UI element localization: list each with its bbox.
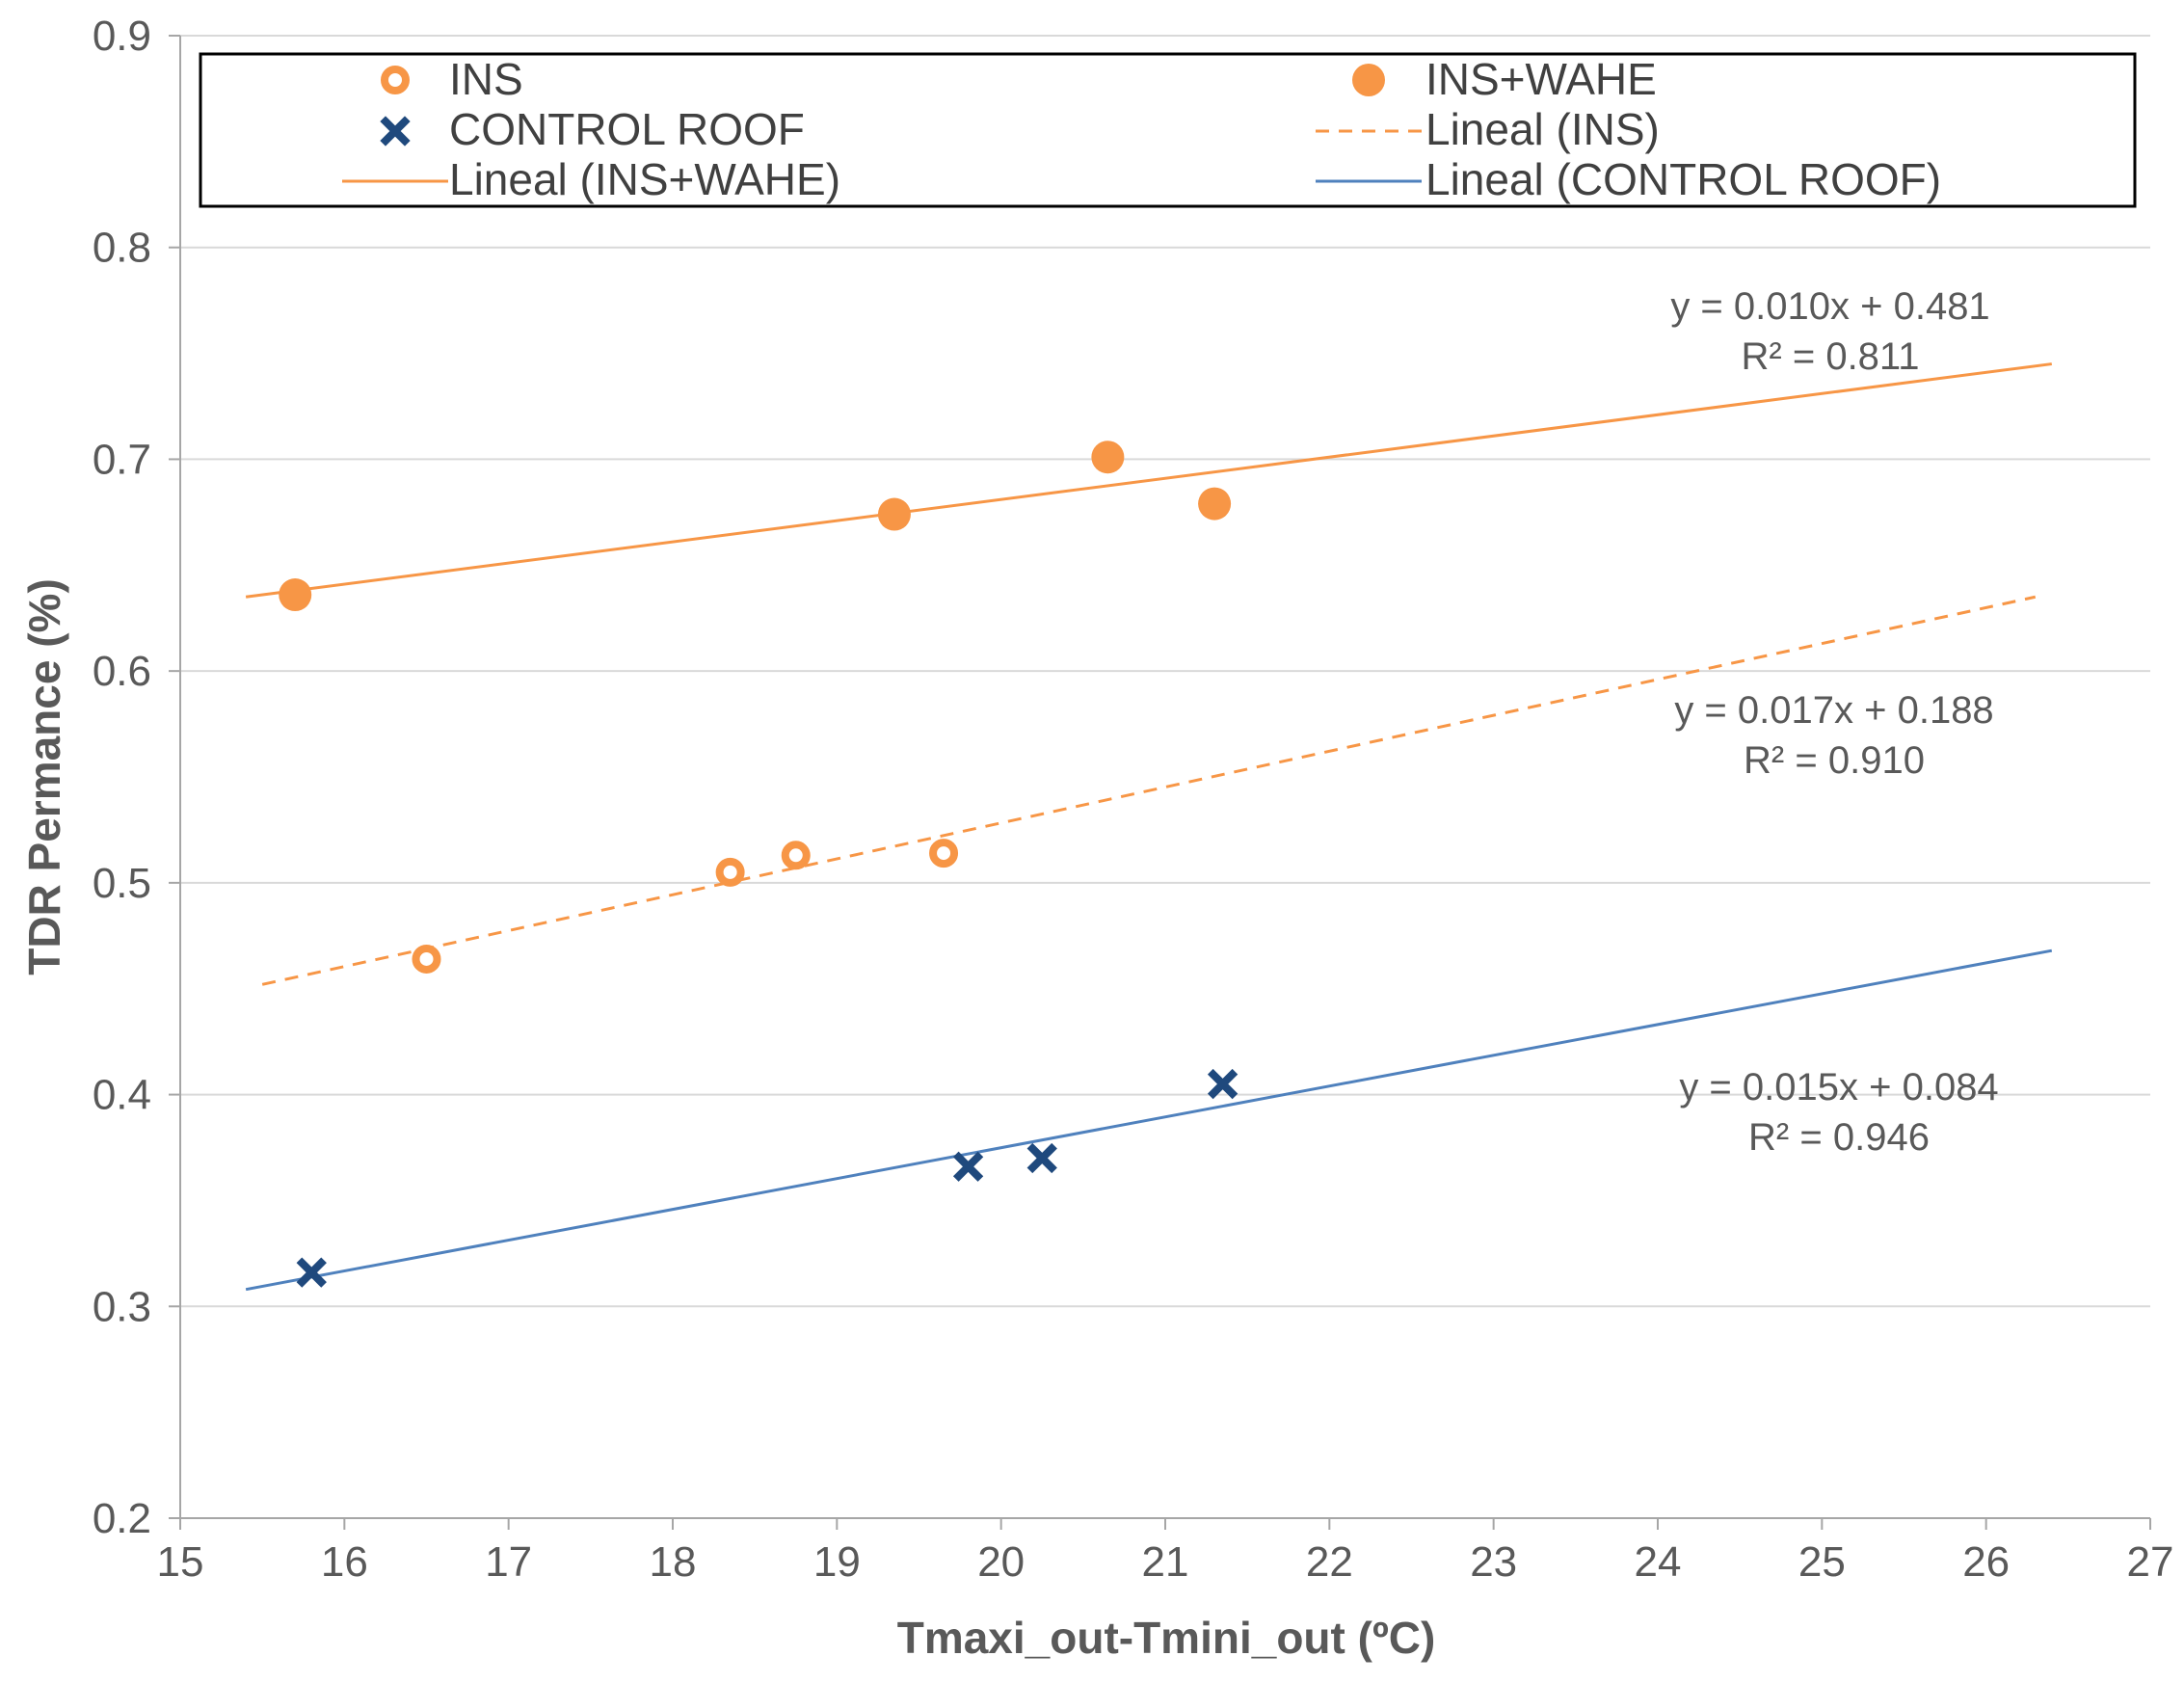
y-tick-label: 0.6 xyxy=(93,648,151,695)
legend-label-lineal-ins-wahe: Lineal (INS+WAHE) xyxy=(449,154,840,204)
y-tick-label: 0.8 xyxy=(93,225,151,272)
trendline xyxy=(245,362,2052,599)
x-tick-label: 22 xyxy=(1306,1538,1353,1586)
x-tick-label: 24 xyxy=(1635,1538,1682,1586)
x-tick-label: 18 xyxy=(650,1538,697,1586)
legend-label-lineal-ins: Lineal (INS) xyxy=(1425,104,1660,154)
data-point-control-roof xyxy=(952,1151,984,1182)
y-tick-label: 0.9 xyxy=(93,13,151,60)
x-tick-label: 20 xyxy=(977,1538,1025,1586)
x-tick-label: 17 xyxy=(485,1538,532,1586)
y-tick-label: 0.3 xyxy=(93,1283,151,1330)
data-point-ins-wahe xyxy=(1198,487,1232,521)
x-tick-label: 23 xyxy=(1470,1538,1517,1586)
control-equation: y = 0.015x + 0.084 xyxy=(1679,1066,1998,1109)
x-tick-label: 25 xyxy=(1798,1538,1846,1586)
x-tick-label: 16 xyxy=(321,1538,368,1586)
trend-equations: y = 0.010x + 0.481 R² = 0.811 y = 0.017x… xyxy=(1670,285,1998,1159)
data-point-ins xyxy=(412,944,441,974)
y-axis-title: TDR Permance (%) xyxy=(19,578,69,975)
data-point-control-roof xyxy=(296,1257,327,1288)
data-point-ins-wahe xyxy=(279,578,312,612)
legend-label-ins: INS xyxy=(449,54,523,104)
ins-equation: y = 0.017x + 0.188 xyxy=(1674,689,1993,732)
legend-label-lineal-control: Lineal (CONTROL ROOF) xyxy=(1425,154,1941,204)
x-tick-label: 19 xyxy=(813,1538,861,1586)
control-r2: R² = 0.946 xyxy=(1748,1116,1930,1159)
legend-marker-control xyxy=(380,116,411,147)
legend-label-ins-wahe: INS+WAHE xyxy=(1425,54,1657,104)
legend-marker-ins xyxy=(381,66,410,94)
data-point-ins xyxy=(781,841,811,870)
legend-marker-ins-wahe xyxy=(1352,64,1385,96)
data-point-ins-wahe xyxy=(877,497,911,531)
legend-label-control: CONTROL ROOF xyxy=(449,104,805,154)
trendlines xyxy=(245,362,2053,1292)
x-tick-labels: 15 16 17 18 19 20 21 22 23 24 25 26 27 xyxy=(157,1538,2174,1586)
data-point-ins xyxy=(715,857,745,887)
x-axis-title: Tmaxi_out-Tmini_out (ºC) xyxy=(897,1613,1436,1663)
x-tick-label: 15 xyxy=(157,1538,204,1586)
data-point-ins-wahe xyxy=(1091,441,1125,474)
gridlines xyxy=(169,35,2151,1530)
data-point-ins xyxy=(929,839,959,868)
trendline xyxy=(261,595,2037,986)
axes xyxy=(179,36,2150,1519)
ins-wahe-r2: R² = 0.811 xyxy=(1742,335,1920,378)
x-tick-label: 26 xyxy=(1962,1538,2010,1586)
data-point-control-roof xyxy=(1207,1068,1238,1100)
ins-r2: R² = 0.910 xyxy=(1744,739,1925,782)
trendline xyxy=(245,948,2053,1292)
legend-box xyxy=(199,52,2137,208)
x-tick-label: 21 xyxy=(1142,1538,1189,1586)
data-point-control-roof xyxy=(1026,1142,1057,1174)
x-tick-label: 27 xyxy=(2127,1538,2174,1586)
y-tick-labels: 0.2 0.3 0.4 0.5 0.6 0.7 0.8 0.9 xyxy=(93,13,151,1542)
data-points xyxy=(279,441,1238,1288)
y-tick-label: 0.4 xyxy=(93,1072,151,1119)
legend: INS INS+WAHE CONTROL ROOF Lineal (INS) L… xyxy=(199,52,2137,208)
ins-wahe-equation: y = 0.010x + 0.481 xyxy=(1670,285,1989,328)
y-tick-label: 0.2 xyxy=(93,1495,151,1542)
y-tick-label: 0.5 xyxy=(93,860,151,907)
y-tick-label: 0.7 xyxy=(93,436,151,483)
